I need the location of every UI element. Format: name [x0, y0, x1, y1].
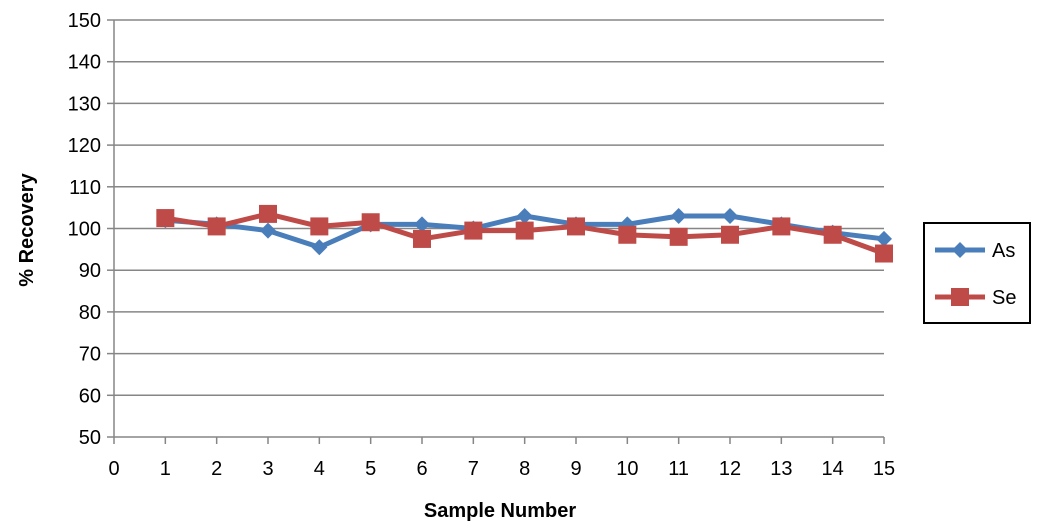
x-tick-label-0: 0 [108, 458, 119, 480]
point-as-8 [516, 207, 533, 224]
point-se-11 [669, 227, 688, 246]
point-as-3 [260, 222, 276, 239]
y-tick-label-120: 120 [68, 135, 101, 157]
x-tick-label-4: 4 [314, 458, 325, 480]
x-tick-label-7: 7 [468, 458, 479, 480]
point-se-9 [567, 217, 585, 236]
point-as-11 [670, 207, 687, 224]
x-axis-title: Sample Number [424, 500, 576, 522]
x-tick-label-9: 9 [570, 458, 581, 480]
x-tick-label-8: 8 [519, 458, 530, 480]
y-axis-title: % Recovery [16, 172, 38, 286]
x-tick-label-15: 15 [873, 458, 895, 480]
point-se-1 [156, 209, 175, 228]
point-se-13 [772, 217, 791, 236]
point-as-4 [311, 239, 328, 256]
point-se-6 [413, 229, 431, 248]
point-as-6 [414, 216, 430, 233]
point-se-10 [618, 225, 637, 244]
y-tick-label-140: 140 [68, 52, 101, 74]
x-tick-label-3: 3 [262, 458, 273, 480]
point-se-8 [515, 221, 534, 240]
x-tick-label-14: 14 [822, 458, 844, 480]
x-tick-label-12: 12 [719, 458, 741, 480]
y-tick-label-60: 60 [79, 385, 101, 407]
legend-marker-as [952, 242, 968, 258]
point-se-14 [823, 225, 842, 244]
x-tick-label-1: 1 [160, 458, 171, 480]
point-se-3 [259, 204, 277, 223]
y-tick-label-50: 50 [79, 427, 101, 449]
point-se-12 [721, 225, 739, 244]
series-se [156, 204, 893, 263]
legend-label-se: Se [992, 287, 1016, 309]
y-axis-ticks: 50 60 70 80 90 100 110 120 130 140 150 [68, 10, 114, 449]
x-tick-label-10: 10 [616, 458, 638, 480]
point-se-7 [464, 221, 483, 240]
x-tick-label-2: 2 [211, 458, 222, 480]
point-se-5 [361, 213, 380, 232]
point-se-15 [875, 244, 893, 263]
x-tick-label-6: 6 [416, 458, 427, 480]
x-tick-label-5: 5 [365, 458, 376, 480]
x-tick-label-11: 11 [668, 458, 689, 480]
y-tick-label-110: 110 [69, 177, 101, 199]
y-tick-label-150: 150 [68, 10, 101, 32]
point-as-15 [876, 230, 892, 247]
y-tick-label-80: 80 [79, 302, 101, 324]
point-se-2 [207, 217, 226, 236]
legend: As Se [923, 222, 1031, 324]
y-tick-label-90: 90 [79, 260, 101, 282]
y-tick-label-100: 100 [68, 219, 101, 241]
point-as-12 [722, 207, 738, 224]
series-layer [156, 204, 893, 263]
point-se-4 [310, 217, 329, 236]
legend-box [923, 222, 1031, 324]
legend-label-as: As [992, 240, 1015, 262]
legend-marker-se [951, 288, 969, 306]
x-axis-ticks: 0 1 2 3 4 5 6 7 8 9 10 11 12 13 14 15 [108, 437, 895, 480]
y-tick-label-130: 130 [68, 93, 101, 115]
x-tick-label-13: 13 [770, 458, 792, 480]
y-tick-label-70: 70 [79, 344, 101, 366]
gridlines [114, 19, 884, 397]
